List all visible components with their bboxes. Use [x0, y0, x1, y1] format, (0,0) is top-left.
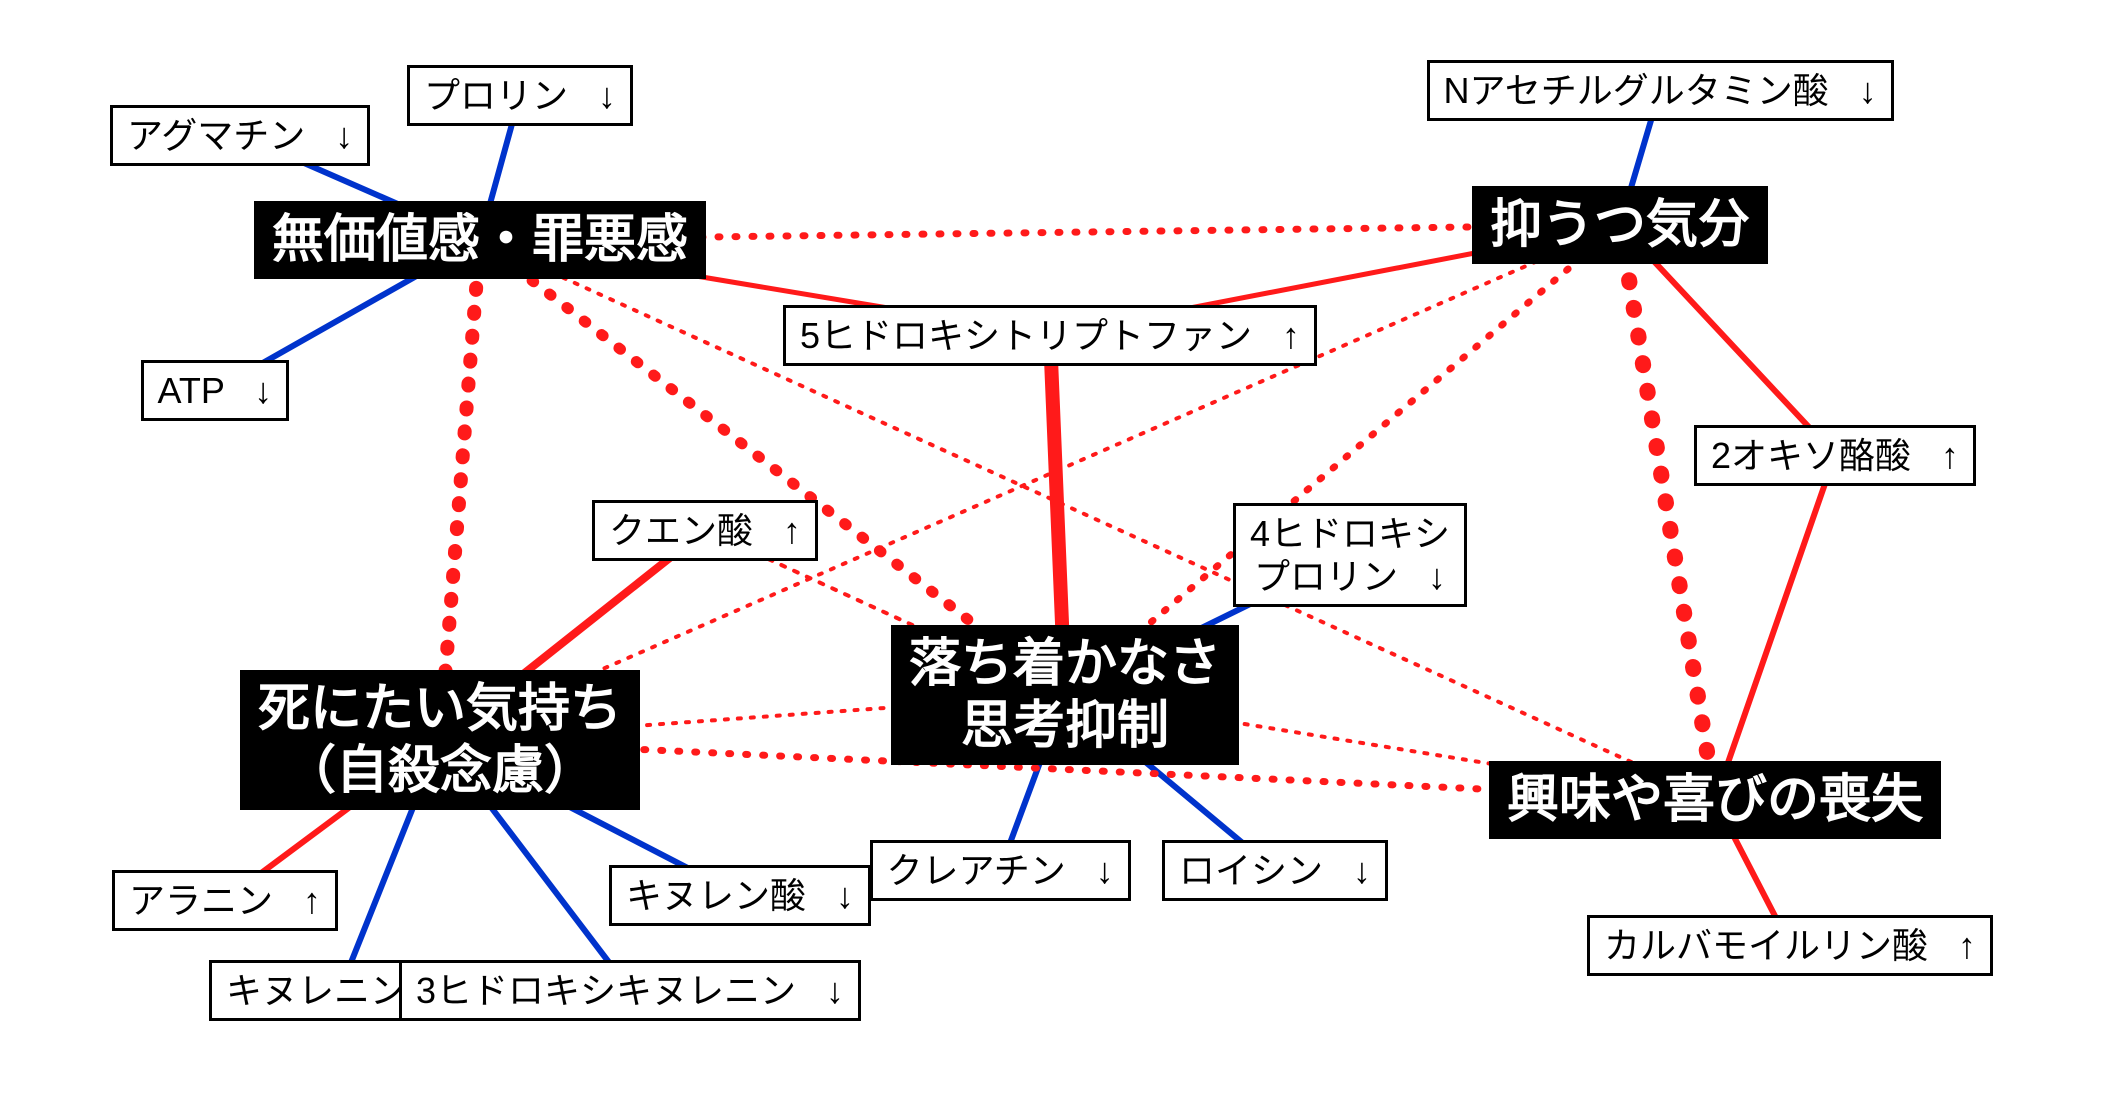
node-agmatine: アグマチン ↓ — [110, 105, 370, 166]
edge-2oxobutyric-anhedonia — [1715, 455, 1835, 800]
node-carbamoyl_p: カルバモイルリン酸 ↑ — [1587, 915, 1993, 976]
node-proline: プロリン ↓ — [407, 65, 633, 126]
diagram-canvas: 無価値感・罪悪感 抑うつ気分落ち着かなさ 思考抑制 死にたい気持ち （自殺念慮） 興味… — [0, 0, 2106, 1094]
node-suicidal: 死にたい気持ち （自殺念慮） — [240, 670, 640, 811]
edge-depressed_mood-anhedonia — [1620, 225, 1715, 800]
node-2oxobutyric: 2オキソ酪酸 ↑ — [1694, 425, 1976, 486]
node-4hyp: 4ヒドロキシ プロリン ↓ — [1233, 503, 1467, 607]
node-n_acetyl_glu: Nアセチルグルタミン酸 ↓ — [1427, 60, 1894, 121]
node-5htp: 5ヒドロキシトリプトファン ↑ — [783, 305, 1317, 366]
node-citric: クエン酸 ↑ — [592, 500, 818, 561]
node-creatine: クレアチン ↓ — [870, 840, 1131, 901]
node-worthlessness: 無価値感・罪悪感 — [254, 201, 706, 279]
node-leucine: ロイシン ↓ — [1162, 840, 1388, 901]
node-3hk: 3ヒドロキシキヌレニン ↓ — [399, 960, 861, 1021]
node-atp: ATP ↓ — [141, 360, 290, 421]
node-kynurenic: キヌレン酸 ↓ — [609, 865, 871, 926]
node-alanine: アラニン ↑ — [112, 870, 338, 931]
node-anhedonia: 興味や喜びの喪失 — [1489, 761, 1941, 839]
node-restlessness: 落ち着かなさ 思考抑制 — [891, 625, 1239, 766]
edge-worthlessness-suicidal — [440, 240, 480, 740]
node-depressed_mood: 抑うつ気分 — [1472, 186, 1768, 264]
